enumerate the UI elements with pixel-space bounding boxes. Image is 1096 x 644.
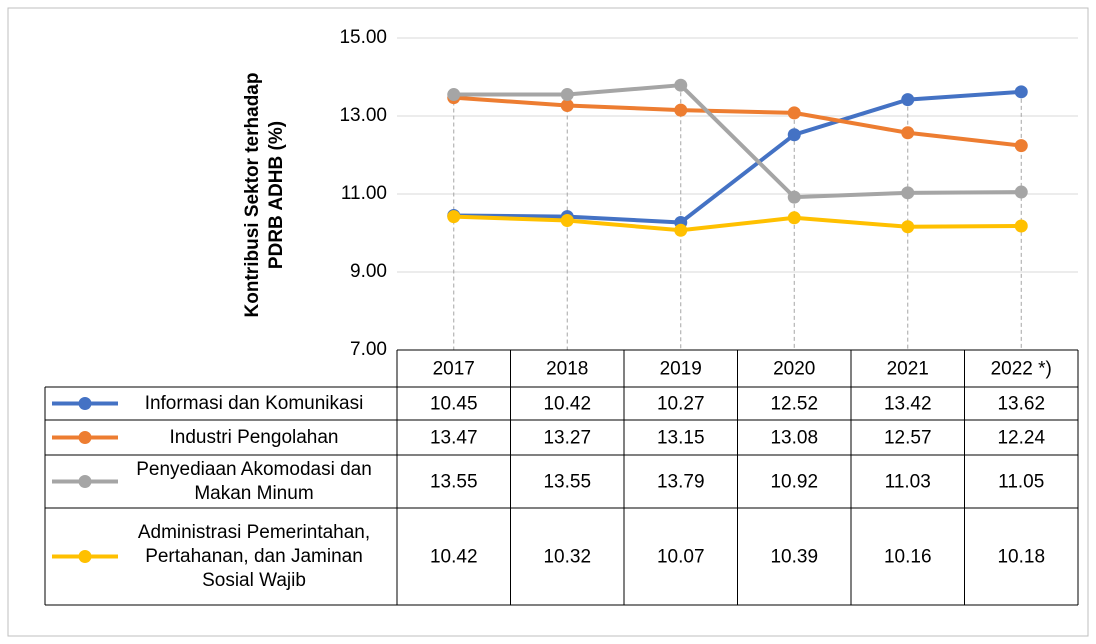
legend-marker bbox=[78, 550, 92, 563]
series-marker bbox=[674, 223, 688, 237]
table-value: 10.18 bbox=[997, 547, 1045, 568]
table-value: 13.55 bbox=[430, 472, 478, 493]
table-value: 10.42 bbox=[543, 394, 591, 415]
series-marker bbox=[674, 103, 688, 117]
legend-marker bbox=[78, 431, 92, 444]
table-value: 11.05 bbox=[998, 472, 1044, 493]
table-value: 13.62 bbox=[997, 394, 1045, 415]
y-tick-label: 15.00 bbox=[339, 27, 387, 48]
x-tick-label: 2017 bbox=[433, 359, 475, 380]
x-tick-label: 2022 *) bbox=[991, 359, 1052, 380]
table-value: 13.27 bbox=[543, 428, 591, 449]
series-marker bbox=[1014, 219, 1028, 233]
table-value: 10.32 bbox=[543, 547, 591, 568]
x-tick-label: 2021 bbox=[887, 359, 929, 380]
table-value: 10.07 bbox=[657, 547, 705, 568]
series-marker bbox=[901, 220, 915, 234]
legend-label: Penyediaan Akomodasi dan Makan Minum bbox=[136, 458, 372, 504]
table-value: 10.92 bbox=[770, 472, 818, 493]
table-value: 12.52 bbox=[770, 394, 818, 415]
series-marker bbox=[1014, 185, 1028, 199]
x-tick-label: 2019 bbox=[660, 359, 702, 380]
series-line bbox=[453, 95, 1022, 148]
series-marker bbox=[901, 126, 915, 140]
y-tick-label: 11.00 bbox=[341, 183, 387, 204]
legend-marker bbox=[78, 397, 92, 410]
series-marker bbox=[560, 98, 574, 112]
legend-marker bbox=[78, 475, 92, 488]
legend-cell: Penyediaan Akomodasi dan Makan Minum bbox=[136, 458, 372, 504]
series-marker bbox=[1014, 85, 1028, 99]
series-line bbox=[453, 83, 1022, 200]
y-tick-label: 13.00 bbox=[339, 105, 387, 126]
legend-label: Industri Pengolahan bbox=[169, 426, 339, 448]
series-line bbox=[453, 89, 1022, 225]
legend-cell: Administrasi Pemerintahan, Pertahanan, d… bbox=[137, 521, 371, 591]
table-value: 12.57 bbox=[884, 428, 932, 449]
series-marker bbox=[560, 214, 574, 228]
legend-label: Informasi dan Komunikasi bbox=[144, 392, 364, 414]
legend-label: Administrasi Pemerintahan, Pertahanan, d… bbox=[137, 521, 371, 591]
series-marker bbox=[901, 93, 915, 107]
table-value: 13.15 bbox=[657, 428, 705, 449]
table-value: 10.16 bbox=[884, 547, 932, 568]
x-tick-label: 2020 bbox=[773, 359, 815, 380]
x-tick-label: 2018 bbox=[546, 359, 588, 380]
series-marker bbox=[447, 88, 461, 102]
series-marker bbox=[560, 88, 574, 102]
table-value: 10.27 bbox=[657, 394, 705, 415]
series-marker bbox=[787, 106, 801, 120]
table-value: 13.55 bbox=[543, 472, 591, 493]
y-tick-label: 9.00 bbox=[350, 261, 387, 282]
legend-cell: Informasi dan Komunikasi bbox=[144, 392, 364, 414]
table-value: 10.39 bbox=[770, 547, 818, 568]
table-value: 13.08 bbox=[770, 428, 818, 449]
chart-border bbox=[7, 7, 1089, 637]
series-marker bbox=[787, 128, 801, 142]
legend-cell: Industri Pengolahan bbox=[169, 426, 339, 448]
series-marker bbox=[1014, 139, 1028, 153]
y-axis-label: Kontribusi Sektor terhadap PDRB ADHB (%) bbox=[242, 73, 287, 318]
y-axis-label-line: Kontribusi Sektor terhadap bbox=[242, 73, 263, 318]
series-marker bbox=[787, 190, 801, 204]
table-value: 12.24 bbox=[997, 428, 1045, 449]
series-marker bbox=[787, 211, 801, 225]
series-line bbox=[453, 214, 1022, 233]
y-tick-label: 7.00 bbox=[350, 339, 387, 360]
series-marker bbox=[901, 186, 915, 200]
table-value: 10.45 bbox=[430, 394, 478, 415]
table-value: 13.47 bbox=[430, 428, 478, 449]
series-marker bbox=[447, 210, 461, 224]
table-value: 10.42 bbox=[430, 547, 478, 568]
table-value: 13.42 bbox=[884, 394, 932, 415]
y-axis-label-line: PDRB ADHB (%) bbox=[266, 121, 287, 269]
table-value: 11.03 bbox=[885, 472, 931, 493]
table-value: 13.79 bbox=[657, 472, 705, 493]
series-marker bbox=[674, 78, 688, 92]
